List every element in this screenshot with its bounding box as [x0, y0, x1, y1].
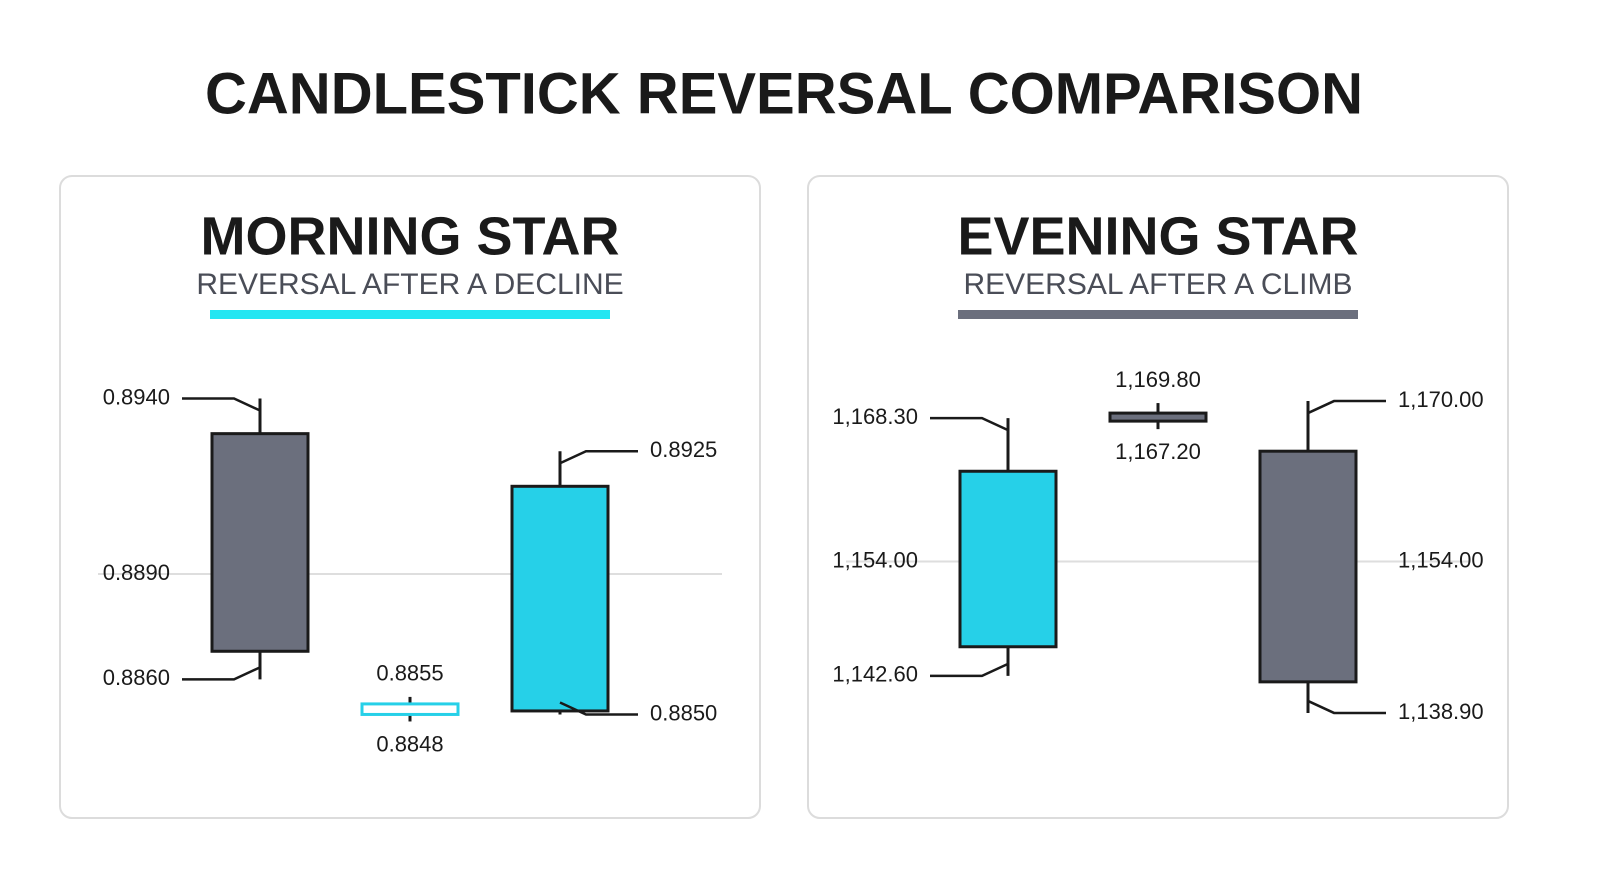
callout-line [930, 416, 1009, 432]
accent-bar [958, 310, 1358, 319]
callout-line [182, 397, 261, 412]
value-label: 0.8855 [376, 661, 443, 686]
y-tick-label: 1,154.00 [1398, 547, 1484, 572]
candle-body [1258, 449, 1358, 684]
value-label: 0.8940 [103, 384, 170, 409]
callout-line [1307, 699, 1386, 715]
callout-line [1307, 399, 1386, 415]
candle-body [360, 702, 460, 716]
value-label: 1,168.30 [832, 404, 918, 429]
page-title: CANDLESTICK REVERSAL COMPARISON [205, 61, 1363, 126]
value-label: 1,170.00 [1398, 387, 1484, 412]
panel-subtitle: REVERSAL AFTER A DECLINE [196, 268, 623, 301]
value-label: 1,167.20 [1115, 439, 1201, 464]
y-tick-label: 0.8890 [103, 560, 170, 585]
callout-line [559, 701, 638, 716]
value-label: 1,169.80 [1115, 367, 1201, 392]
panel-subtitle: REVERSAL AFTER A CLIMB [963, 268, 1352, 301]
y-tick-label: 1,154.00 [832, 547, 918, 572]
candle-body [210, 432, 310, 653]
callout-line [182, 666, 261, 681]
callout-line [930, 662, 1009, 678]
callout-line [559, 449, 638, 465]
panel-title: EVENING STAR [957, 206, 1358, 266]
candle-body [1108, 411, 1208, 423]
value-label: 1,138.90 [1398, 699, 1484, 724]
candle-body [510, 484, 610, 713]
value-label: 0.8848 [376, 731, 443, 756]
panel-title: MORNING STAR [201, 206, 620, 266]
value-label: 0.8850 [650, 700, 717, 725]
value-label: 0.8860 [103, 665, 170, 690]
accent-bar [210, 310, 610, 319]
candle-body [958, 469, 1058, 649]
value-label: 1,142.60 [832, 662, 918, 687]
value-label: 0.8925 [650, 437, 717, 462]
